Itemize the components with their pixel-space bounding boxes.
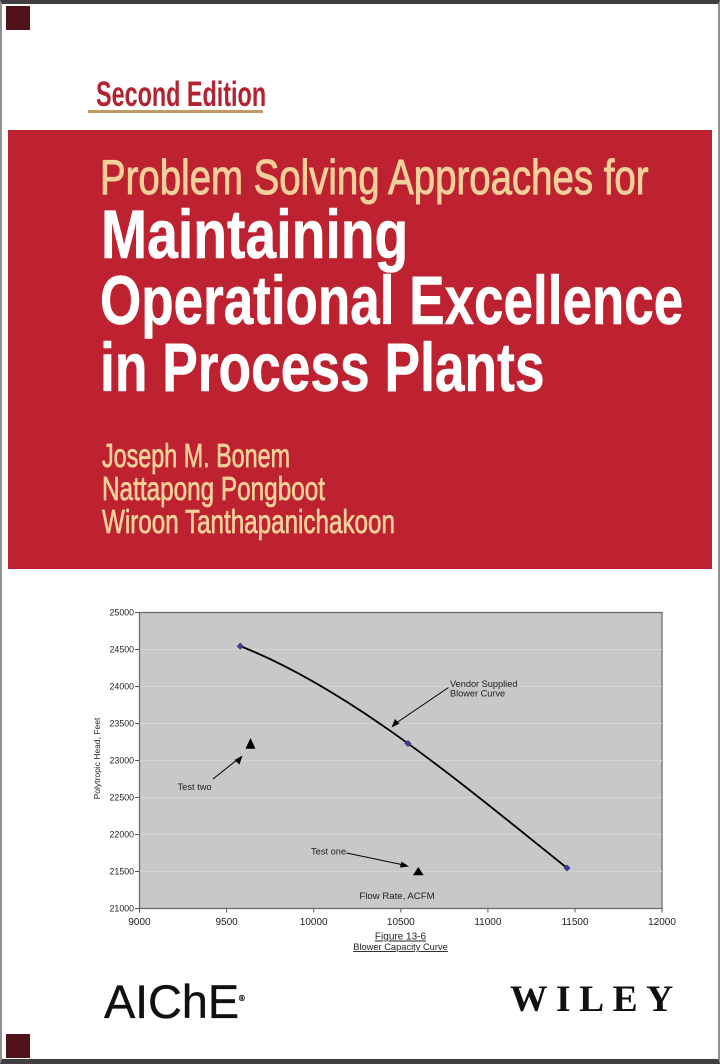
svg-text:Figure 13-6: Figure 13-6	[375, 932, 427, 943]
svg-text:10000: 10000	[300, 917, 328, 928]
svg-text:Vendor Supplied: Vendor Supplied	[450, 679, 517, 689]
svg-text:22500: 22500	[110, 793, 135, 803]
svg-text:12000: 12000	[648, 917, 676, 928]
svg-text:9500: 9500	[215, 917, 238, 928]
svg-text:22000: 22000	[110, 830, 135, 840]
svg-text:11500: 11500	[561, 917, 589, 928]
svg-text:10500: 10500	[387, 917, 415, 928]
svg-text:Blower Capacity Curve: Blower Capacity Curve	[353, 942, 448, 952]
svg-text:21000: 21000	[110, 904, 135, 914]
svg-text:25000: 25000	[110, 608, 135, 618]
svg-text:11000: 11000	[474, 917, 502, 928]
svg-text:9000: 9000	[128, 917, 151, 928]
svg-text:Polytropic Head, Feet: Polytropic Head, Feet	[92, 717, 102, 799]
svg-text:Test one: Test one	[311, 847, 346, 857]
svg-text:24500: 24500	[110, 645, 135, 655]
svg-text:24000: 24000	[110, 682, 135, 692]
svg-text:Test two: Test two	[178, 782, 212, 792]
svg-text:23000: 23000	[110, 756, 135, 766]
svg-text:21500: 21500	[110, 867, 135, 877]
svg-text:Flow Rate, ACFM: Flow Rate, ACFM	[359, 891, 434, 902]
svg-text:Blower Curve: Blower Curve	[450, 689, 505, 699]
svg-text:23500: 23500	[110, 719, 135, 729]
